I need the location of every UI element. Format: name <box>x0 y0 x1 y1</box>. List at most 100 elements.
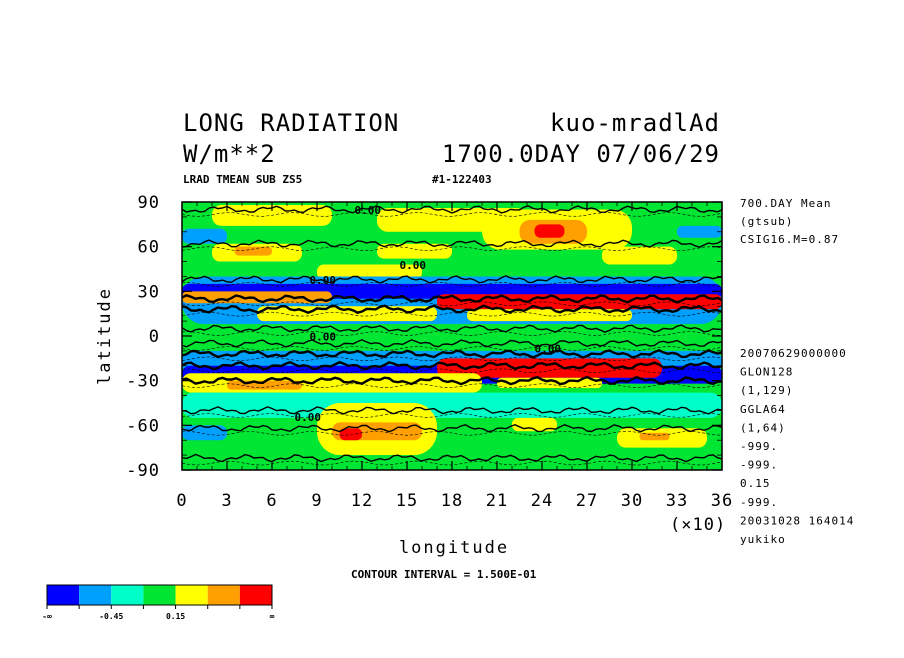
field-region <box>182 228 227 244</box>
x-tick-label: 33 <box>666 491 688 511</box>
contour-line-dashed <box>182 368 723 374</box>
title-right: kuo-mradlAd <box>550 109 720 137</box>
field-region <box>534 224 565 238</box>
field-region <box>317 264 422 280</box>
field-region <box>339 428 362 441</box>
colorbar-label: -0.45 <box>99 612 123 621</box>
x-tick-label: 15 <box>396 491 418 511</box>
colorbar-swatch <box>143 585 176 605</box>
field-region <box>182 392 722 418</box>
colorbar-label: -∞ <box>42 612 52 621</box>
field-region <box>602 246 677 265</box>
colorbar-swatch <box>207 585 240 605</box>
contour-lines <box>181 205 723 466</box>
y-tick-label: -60 <box>126 416 160 436</box>
contour-line <box>181 423 723 433</box>
contour-line-dashed <box>181 282 723 287</box>
contour-label: 0.00 <box>400 259 427 272</box>
x-tick-label: 24 <box>531 491 553 511</box>
title-left: LONG RADIATION <box>183 109 399 137</box>
contour-line-dashed <box>181 311 723 317</box>
x-tick-label: 0 <box>176 491 187 511</box>
colorbar-frame <box>46 584 273 606</box>
contour-line <box>181 406 723 415</box>
contour-line-dashed <box>181 246 723 251</box>
contour-line-dashed <box>181 301 723 307</box>
colorbar: -∞ -0.45 0.15 ∞ <box>42 584 275 621</box>
contour-labels: 0.00 0.00 0.00 0.00 0.00 0.00 <box>295 204 562 424</box>
contour-line <box>181 294 723 304</box>
colorbar-swatch <box>111 585 144 605</box>
side-info-line: 0.15 <box>740 477 771 490</box>
run-id: #1-122403 <box>432 173 492 186</box>
y-axis-label: latitude <box>95 287 115 385</box>
side-info-line: 20031028 164014 <box>740 514 854 527</box>
colorbar-swatch <box>239 585 272 605</box>
side-info-line: yukiko <box>740 533 786 546</box>
side-info-line: GGLA64 <box>740 403 786 416</box>
contour-line <box>181 275 723 284</box>
units-label: W/m**2 <box>183 140 276 168</box>
y-tick-label: -30 <box>126 372 160 392</box>
contour-line-dashed <box>181 212 723 217</box>
y-tick-labels: 90 60 30 0 -30 -60 -90 <box>126 193 160 481</box>
x-multiplier: (×10) <box>670 515 726 535</box>
side-info-line: (1,64) <box>740 421 786 434</box>
contour-line <box>181 348 723 359</box>
axis-ticks <box>181 201 723 471</box>
contour-line <box>181 339 723 348</box>
variable-line: LRAD TMEAN SUB ZS5 <box>183 173 302 186</box>
side-info-line: -999. <box>740 440 778 453</box>
contour-label: 0.00 <box>535 342 562 355</box>
x-tick-label: 36 <box>711 491 733 511</box>
contour-interval: CONTOUR INTERVAL = 1.500E-01 <box>351 568 537 581</box>
side-info-line: -999. <box>740 459 778 472</box>
side-info-line: (1,129) <box>740 384 793 397</box>
field-region <box>677 225 722 238</box>
colorbar-label: 0.15 <box>166 612 185 621</box>
field-region <box>377 243 452 259</box>
contour-line-dashed <box>181 346 723 351</box>
x-axis-label: longitude <box>399 538 509 558</box>
field-region <box>182 324 722 351</box>
plot-area <box>182 202 722 470</box>
field-region <box>639 432 670 441</box>
side-info-line: (gtsub) <box>740 215 793 228</box>
y-tick-label: 30 <box>138 282 160 302</box>
y-tick-label: -90 <box>126 461 160 481</box>
x-tick-label: 9 <box>311 491 322 511</box>
side-info-line: -999. <box>740 496 778 509</box>
field-region <box>234 246 272 256</box>
side-info-bottom: 20070629000000 GLON128 (1,129) GGLA64 (1,64)… <box>740 347 854 546</box>
contour-label: 0.00 <box>310 274 337 287</box>
contour-label: 0.00 <box>295 411 322 424</box>
x-tick-label: 27 <box>576 491 598 511</box>
x-tick-label: 3 <box>221 491 232 511</box>
contour-line <box>181 360 723 371</box>
y-tick-label: 60 <box>138 238 160 258</box>
y-tick-label: 90 <box>138 193 160 213</box>
side-info-line: GLON128 <box>740 366 793 379</box>
y-tick-label: 0 <box>149 327 160 347</box>
side-info-line: 20070629000000 <box>740 347 847 360</box>
side-info-top: 700.DAY Mean (gtsub) CSIG16.M=0.87 <box>740 197 839 246</box>
side-info-line: CSIG16.M=0.87 <box>740 233 839 246</box>
contour-line-dashed <box>181 383 723 388</box>
contour-line-dashed <box>181 356 723 362</box>
x-tick-label: 12 <box>351 491 373 511</box>
colorbar-label: ∞ <box>270 612 275 621</box>
x-tick-label: 30 <box>621 491 643 511</box>
colorbar-swatch <box>79 585 112 605</box>
contour-line <box>181 239 723 248</box>
contour-label: 0.00 <box>355 204 382 217</box>
contour-label: 0.00 <box>310 330 337 343</box>
contour-line <box>181 375 723 386</box>
x-tick-label: 6 <box>266 491 277 511</box>
contour-line-dashed <box>182 431 723 436</box>
x-tick-label: 18 <box>441 491 463 511</box>
colorbar-swatch <box>47 585 80 605</box>
contour-line <box>181 304 723 314</box>
side-info-line: 700.DAY Mean <box>740 197 831 210</box>
colorbar-swatch <box>175 585 208 605</box>
